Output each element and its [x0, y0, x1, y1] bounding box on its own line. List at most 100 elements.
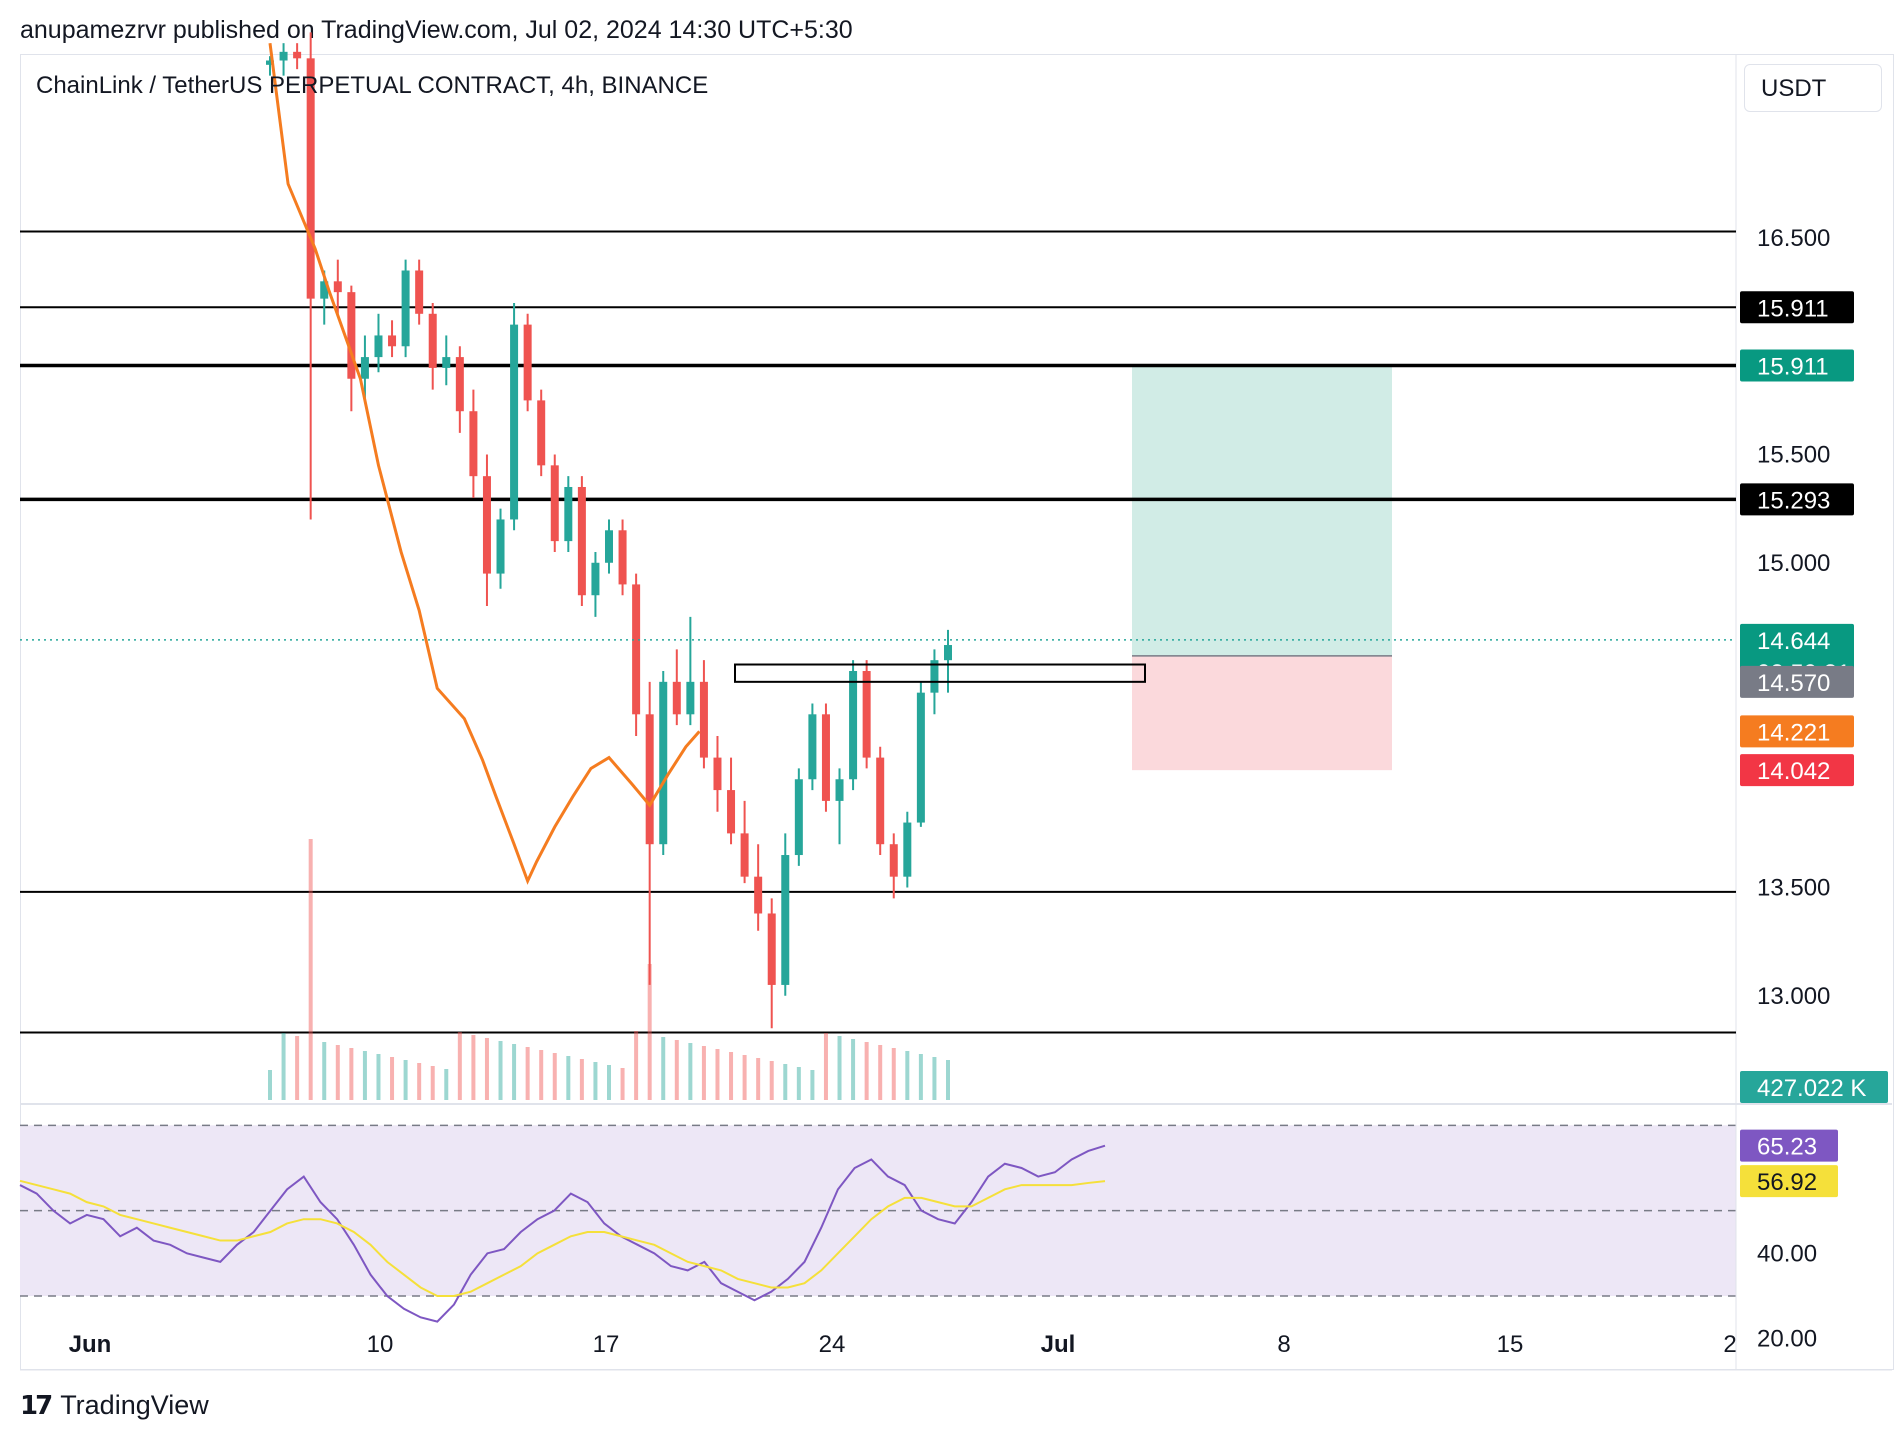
volume-bar: [484, 1038, 489, 1100]
volume-bar: [403, 1060, 408, 1100]
candle-body[interactable]: [510, 324, 519, 520]
price-tick-label: 13.000: [1757, 983, 1830, 1010]
volume-bar: [729, 1052, 734, 1100]
candle-body[interactable]: [754, 876, 763, 914]
volume-bar: [539, 1050, 544, 1100]
candle-body[interactable]: [727, 790, 736, 834]
candle-body[interactable]: [849, 671, 858, 780]
price-badge-volume: [1740, 1071, 1888, 1103]
stop-zone[interactable]: [1132, 655, 1392, 771]
volume-bar: [946, 1060, 950, 1100]
volume-bar: [701, 1046, 706, 1100]
price-badge-label: 14.570: [1757, 670, 1830, 697]
candle-body[interactable]: [699, 681, 708, 758]
candle-body[interactable]: [293, 51, 302, 59]
publisher-line: anupamezrvr published on TradingView.com…: [20, 16, 853, 44]
volume-bar: [579, 1059, 584, 1100]
candle-body[interactable]: [889, 844, 898, 877]
candle-body[interactable]: [944, 645, 952, 661]
candle-body[interactable]: [740, 833, 749, 877]
candle-body[interactable]: [686, 681, 695, 715]
candle-body[interactable]: [862, 671, 871, 758]
candle-body[interactable]: [794, 779, 803, 856]
ema-line[interactable]: [268, 42, 701, 885]
candle-body[interactable]: [469, 411, 478, 477]
price-badge-label: 15.293: [1757, 487, 1830, 514]
volume-bar: [281, 1033, 286, 1100]
candle-body[interactable]: [618, 530, 627, 585]
rsi-ma-value-badge: [1740, 1165, 1838, 1198]
candle-body[interactable]: [388, 335, 397, 347]
time-tick-label: Jul: [1041, 1331, 1076, 1358]
candle-body[interactable]: [428, 313, 437, 368]
price-badge-label: 15.911: [1757, 354, 1829, 381]
volume-bar: [851, 1039, 856, 1100]
rsi-tick-label: 20.00: [1757, 1326, 1817, 1353]
candle-body[interactable]: [333, 281, 342, 293]
candle-body[interactable]: [659, 681, 668, 845]
target-zone[interactable]: [1132, 365, 1392, 656]
price-badge-label: 427.022 K: [1757, 1075, 1866, 1102]
candle-body[interactable]: [591, 562, 600, 596]
candle-body[interactable]: [713, 757, 722, 791]
rsi-value-label: 65.23: [1757, 1134, 1817, 1161]
tradingview-mark-icon: 17: [20, 1390, 53, 1421]
volume-bar: [891, 1048, 896, 1100]
candle-body[interactable]: [808, 714, 817, 780]
candle-body[interactable]: [632, 584, 641, 715]
candle-body[interactable]: [306, 58, 315, 299]
candle-body[interactable]: [415, 270, 424, 314]
candle-body[interactable]: [374, 335, 383, 358]
candle-body[interactable]: [564, 486, 573, 542]
volume-bar: [688, 1043, 693, 1100]
time-tick-label: 17: [593, 1331, 620, 1358]
candle-body[interactable]: [401, 270, 410, 347]
candle-body[interactable]: [645, 714, 654, 845]
candle-body[interactable]: [876, 757, 885, 845]
candle-body[interactable]: [605, 530, 613, 563]
volume-bar: [430, 1066, 435, 1100]
volume-bar: [268, 1070, 272, 1100]
candle-body[interactable]: [523, 324, 532, 401]
candle-body[interactable]: [577, 486, 586, 596]
volume-bar: [593, 1062, 598, 1100]
candle-body[interactable]: [835, 779, 844, 801]
candle-body[interactable]: [442, 357, 451, 368]
candle-body[interactable]: [537, 400, 546, 466]
candle-body[interactable]: [320, 281, 329, 299]
volume-bar: [769, 1061, 774, 1100]
volume-bar: [905, 1051, 910, 1100]
candle-body[interactable]: [482, 476, 491, 574]
rsi_ma-line[interactable]: [19, 1179, 1106, 1297]
candle-body[interactable]: [455, 357, 464, 412]
candle-body[interactable]: [821, 714, 830, 801]
candle-body[interactable]: [347, 292, 356, 379]
volume-bar: [674, 1040, 679, 1100]
candle-body[interactable]: [916, 692, 925, 823]
candle-body[interactable]: [360, 357, 369, 379]
candle-body[interactable]: [903, 822, 912, 877]
rsi-ma-value-label: 56.92: [1757, 1169, 1817, 1196]
price-badge-level-black: [1740, 291, 1854, 324]
price-badge-target: [1740, 349, 1854, 382]
tradingview-logo[interactable]: 17 TradingView: [20, 1390, 209, 1421]
resistance-box[interactable]: [734, 663, 1146, 683]
candle-body[interactable]: [550, 465, 559, 542]
rsi-line[interactable]: [19, 1144, 1106, 1323]
candle-body[interactable]: [767, 913, 776, 985]
candle-body[interactable]: [672, 681, 681, 715]
volume-bar: [823, 1033, 828, 1100]
volume-bar: [512, 1044, 517, 1100]
candle-body[interactable]: [266, 60, 274, 65]
currency-button[interactable]: USDT: [1744, 64, 1882, 112]
candle-body[interactable]: [496, 519, 505, 574]
volume-bar: [607, 1065, 611, 1100]
candle-body[interactable]: [930, 660, 939, 693]
price-badge-label: 14.221: [1757, 719, 1830, 746]
volume-bar: [620, 1068, 625, 1100]
volume-bar: [390, 1057, 395, 1100]
candle-body[interactable]: [781, 855, 790, 985]
candle-body[interactable]: [279, 51, 288, 61]
price-badge-ema: [1740, 715, 1854, 748]
